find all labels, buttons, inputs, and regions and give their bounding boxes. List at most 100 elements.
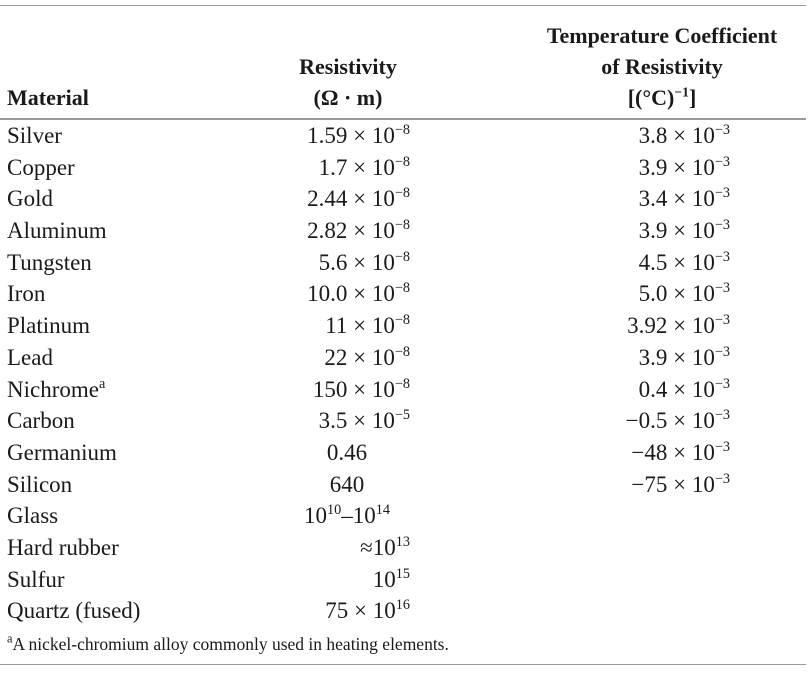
material-cell: Nichromea — [7, 374, 105, 406]
temperature-coefficient-exponent: −3 — [714, 470, 730, 487]
temperature-coefficient-value: 0.4 × 10 — [638, 376, 715, 402]
table-row: Copper 1.7 × 10−8 3.9 × 10−3 — [0, 152, 812, 184]
resistivity-low-exponent: 10 — [327, 502, 342, 519]
footnote-text: A nickel-chromium alloy commonly used in… — [12, 634, 449, 654]
resistivity-value: 640 — [329, 471, 365, 497]
temperature-coefficient-cell: −48 × 10−3 — [540, 437, 730, 469]
table-row: Platinum 11 × 10−8 3.92 × 10−3 — [0, 310, 812, 342]
temperature-coefficient-value: 3.92 × 10 — [627, 313, 715, 339]
resistivity-exponent: −8 — [394, 122, 410, 139]
resistivity-exponent: 16 — [395, 597, 410, 614]
material-table-body: Silver 1.59 × 10−8 3.8 × 10−3 Copper 1.7 × 1… — [0, 120, 812, 627]
resistivity-value: 10.0 × 10 — [307, 281, 395, 307]
table-row: Silicon 640 −75 × 10−3 — [0, 469, 812, 501]
footnote-marker: a — [98, 375, 106, 392]
temperature-coefficient-exponent: −3 — [714, 280, 730, 297]
material-cell: Hard rubber — [7, 532, 119, 564]
resistivity-value: 2.82 × 10 — [307, 218, 395, 244]
table-row: Gold 2.44 × 10−8 3.4 × 10−3 — [0, 183, 812, 215]
resistivity-value: 2.44 × 10 — [307, 186, 395, 212]
resistivity-cell: 2.82 × 10−8 — [180, 215, 410, 247]
temperature-coefficient-exponent: −3 — [714, 375, 730, 392]
temperature-coefficient-cell: 3.9 × 10−3 — [540, 152, 730, 184]
resistivity-value: 150 × 10 — [312, 376, 395, 402]
material-cell: Silver — [7, 120, 62, 152]
temperature-coefficient-cell: 3.4 × 10−3 — [540, 183, 730, 215]
resistivity-exponent: −8 — [394, 312, 410, 329]
material-name: Silver — [7, 123, 62, 148]
resistivity-value: 1.7 × 10 — [318, 154, 395, 180]
table-row: Hard rubber ≈1013 — [0, 532, 812, 564]
table-row: Aluminum 2.82 × 10−8 3.9 × 10−3 — [0, 215, 812, 247]
header-resistivity: Resistivity (Ω · m) — [238, 51, 458, 113]
bottom-rule — [0, 664, 806, 665]
resistivity-exponent: −8 — [394, 185, 410, 202]
table-row: Silver 1.59 × 10−8 3.8 × 10−3 — [0, 120, 812, 152]
material-name: Platinum — [7, 313, 91, 339]
header-resistivity-line1: Resistivity — [299, 54, 397, 79]
table-row: Tungsten 5.6 × 10−8 4.5 × 10−3 — [0, 247, 812, 279]
temperature-coefficient-exponent: −3 — [714, 153, 730, 170]
header-resistivity-line2: (Ω · m) — [313, 85, 383, 110]
resistivity-value: 1.59 × 10 — [307, 123, 395, 148]
resistivity-cell: 10.0 × 10−8 — [180, 278, 410, 310]
resistivity-exponent: −8 — [394, 217, 410, 234]
material-cell: Tungsten — [7, 247, 92, 279]
resistivity-cell: 640 — [220, 469, 474, 501]
temperature-coefficient-exponent: −3 — [714, 122, 730, 139]
material-cell: Germanium — [7, 437, 117, 469]
temperature-coefficient-cell: 3.92 × 10−3 — [540, 310, 730, 342]
material-cell: Gold — [7, 183, 53, 215]
temperature-coefficient-exponent: −3 — [714, 407, 730, 424]
table-row: Glass 1010–1014 — [0, 500, 812, 532]
resistivity-cell: 1010–1014 — [220, 500, 474, 532]
resistivity-value: 75 × 10 — [325, 598, 396, 624]
resistivity-exponent: 13 — [395, 534, 410, 551]
temperature-coefficient-value: 3.8 × 10 — [638, 123, 715, 148]
temperature-coefficient-value: 5.0 × 10 — [638, 281, 715, 307]
material-cell: Aluminum — [7, 215, 107, 247]
temperature-coefficient-cell: 3.9 × 10−3 — [540, 215, 730, 247]
table-row: Carbon 3.5 × 10−5 −0.5 × 10−3 — [0, 405, 812, 437]
resistivity-cell: 3.5 × 10−5 — [180, 405, 410, 437]
resistivity-value: 3.5 × 10 — [318, 408, 395, 434]
material-name: Gold — [7, 186, 53, 212]
temperature-coefficient-value: 3.9 × 10 — [638, 218, 715, 244]
resistivity-value: 5.6 × 10 — [318, 249, 395, 275]
resistivity-cell: 0.46 — [220, 437, 474, 469]
material-name: Sulfur — [7, 566, 65, 592]
header-tc-line3: [(°C)−1] — [520, 82, 804, 113]
material-cell: Glass — [7, 500, 58, 532]
material-name: Quartz (fused) — [7, 598, 141, 624]
resistivity-high-exponent: 14 — [375, 502, 390, 519]
table-row: Iron 10.0 × 10−8 5.0 × 10−3 — [0, 278, 812, 310]
material-name: Germanium — [7, 439, 117, 465]
temperature-coefficient-cell: 3.9 × 10−3 — [540, 342, 730, 374]
material-name: Hard rubber — [7, 534, 119, 560]
material-cell: Lead — [7, 342, 53, 374]
resistivity-cell: 1.59 × 10−8 — [180, 120, 410, 152]
resistivity-value: 10 — [372, 566, 396, 592]
material-name: Aluminum — [7, 218, 107, 244]
temperature-coefficient-value: 3.4 × 10 — [638, 186, 715, 212]
table-row: Sulfur 1015 — [0, 564, 812, 596]
resistivity-exponent: −8 — [394, 343, 410, 360]
resistivity-cell: 150 × 10−8 — [180, 374, 410, 406]
resistivity-high: –10 — [341, 503, 376, 529]
resistivity-cell: 1015 — [180, 564, 410, 596]
resistivity-value: 0.46 — [326, 439, 368, 465]
temperature-coefficient-value: −0.5 × 10 — [625, 408, 715, 434]
resistivity-cell: 22 × 10−8 — [180, 342, 410, 374]
resistivity-exponent: −8 — [394, 153, 410, 170]
temperature-coefficient-cell: −0.5 × 10−3 — [540, 405, 730, 437]
table-row: Lead 22 × 10−8 3.9 × 10−3 — [0, 342, 812, 374]
header-rule — [0, 118, 806, 120]
resistivity-cell: 11 × 10−8 — [180, 310, 410, 342]
header-temperature-coefficient: Temperature Coefficient of Resistivity [… — [520, 20, 804, 113]
temperature-coefficient-value: 3.9 × 10 — [638, 344, 715, 370]
material-cell: Sulfur — [7, 564, 65, 596]
resistivity-cell: ≈1013 — [180, 532, 410, 564]
header-tc-unit: [(°C) — [627, 85, 675, 110]
temperature-coefficient-value: −75 × 10 — [631, 471, 715, 497]
resistivity-cell: 75 × 1016 — [180, 595, 410, 627]
